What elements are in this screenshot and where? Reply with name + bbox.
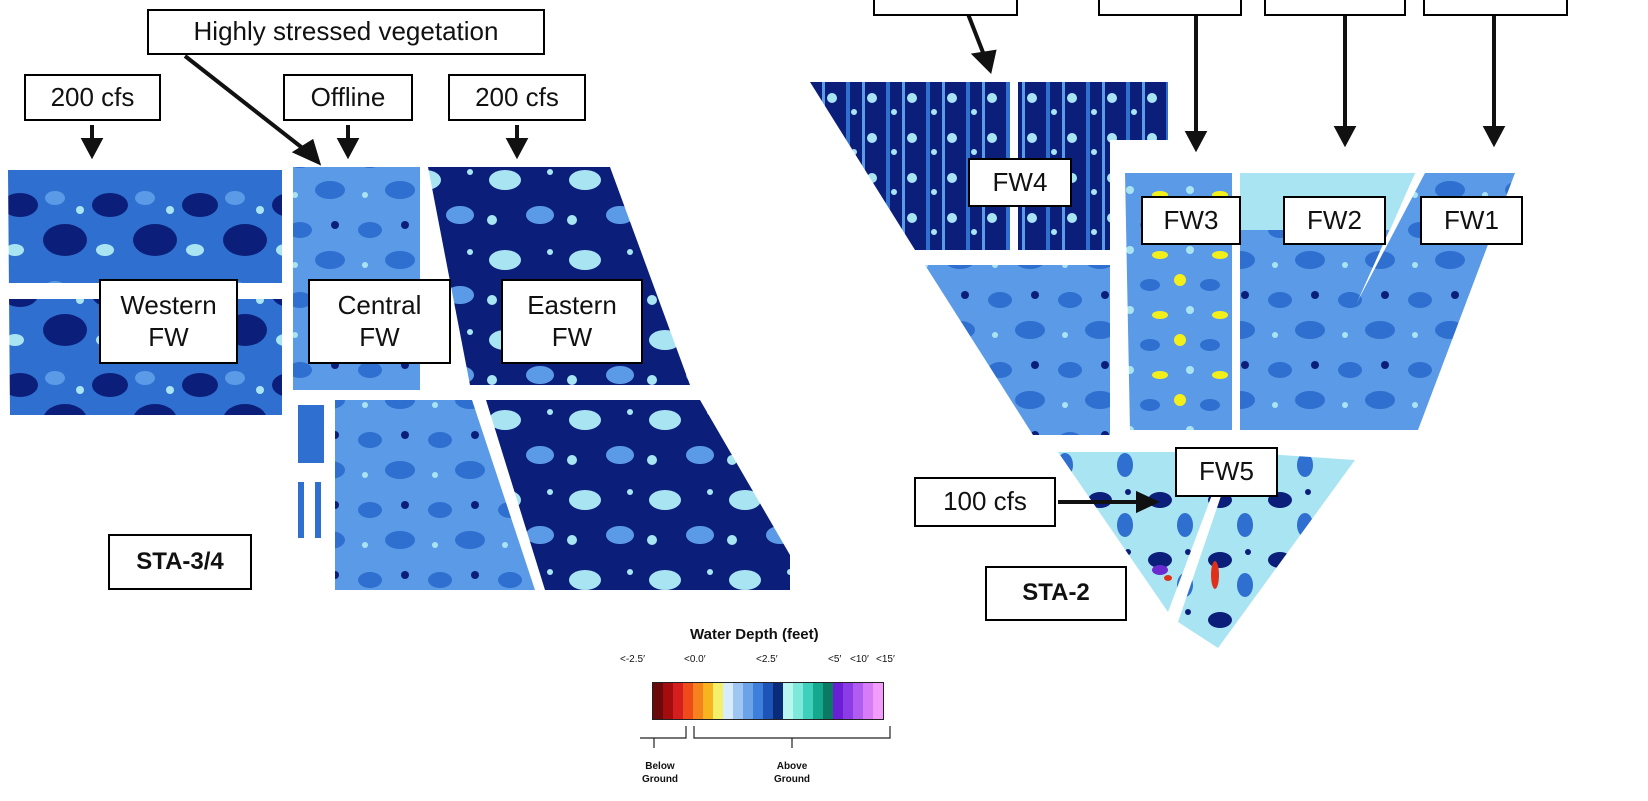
legend-tick: <15′ (876, 654, 895, 665)
legend-swatch (753, 683, 763, 719)
cropped-label-box-4 (1423, 0, 1568, 16)
fw1-label: FW1 (1420, 196, 1523, 245)
legend-swatch (873, 683, 883, 719)
legend-swatch (833, 683, 843, 719)
legend-swatch (673, 683, 683, 719)
sta-2-label: STA-2 (985, 566, 1127, 621)
legend-swatch (713, 683, 723, 719)
cropped-label-box-3 (1264, 0, 1406, 16)
legend-swatch (793, 683, 803, 719)
legend-swatch (813, 683, 823, 719)
legend-swatch (773, 683, 783, 719)
legend-swatch (653, 683, 663, 719)
central-fw-label: Central FW (308, 279, 451, 364)
fw3-label: FW3 (1141, 196, 1241, 245)
legend-swatch (663, 683, 673, 719)
flow-label-central: Offline (283, 74, 413, 121)
sta-3-4-label: STA-3/4 (108, 534, 252, 590)
legend-swatch (823, 683, 833, 719)
central-fw-south-cell (335, 400, 535, 590)
fw4-label: FW4 (968, 158, 1072, 207)
legend-swatch (763, 683, 773, 719)
legend-swatch (693, 683, 703, 719)
flow-label-eastern: 200 cfs (448, 74, 586, 121)
above-ground-label: Above Ground (773, 761, 811, 785)
legend-tick: <0.0′ (684, 654, 706, 665)
legend-swatch (733, 683, 743, 719)
fw5-label: FW5 (1175, 447, 1278, 497)
legend-tick: <-2.5′ (620, 654, 645, 665)
legend-swatch (743, 683, 753, 719)
cropped-label-box-2 (1098, 0, 1242, 16)
fw4-north-cell (810, 82, 1010, 250)
below-ground-label: Below Ground (641, 761, 679, 785)
legend-swatch (803, 683, 813, 719)
flow-label-fw5: 100 cfs (914, 477, 1056, 527)
legend-tick: <10′ (850, 654, 869, 665)
legend-color-bar (652, 682, 884, 720)
western-fw-label: Western FW (99, 279, 238, 364)
legend-swatch (863, 683, 873, 719)
legend-tick: <5′ (828, 654, 842, 665)
legend-tick: <2.5′ (756, 654, 778, 665)
fw4-south-cell (925, 265, 1110, 435)
legend-swatch (843, 683, 853, 719)
highly-stressed-vegetation-label: Highly stressed vegetation (147, 9, 545, 55)
legend-brackets (640, 726, 891, 748)
legend-title: Water Depth (feet) (690, 626, 819, 643)
water-depth-legend: Water Depth (feet) <-2.5′ <0.0′ <2.5′ <5… (620, 620, 960, 800)
legend-swatch (723, 683, 733, 719)
fw4-northeast-cell (1018, 82, 1168, 250)
cropped-label-box-1 (873, 0, 1018, 16)
flow-label-western: 200 cfs (24, 74, 161, 121)
legend-swatch (683, 683, 693, 719)
eastern-fw-south-cell (486, 400, 790, 590)
legend-swatch (853, 683, 863, 719)
fw2-label: FW2 (1283, 196, 1386, 245)
legend-swatch (703, 683, 713, 719)
flow-arrows (80, 13, 1506, 514)
eastern-fw-label: Eastern FW (501, 279, 643, 364)
fw5-east-cell (1178, 452, 1355, 648)
legend-swatch (783, 683, 793, 719)
